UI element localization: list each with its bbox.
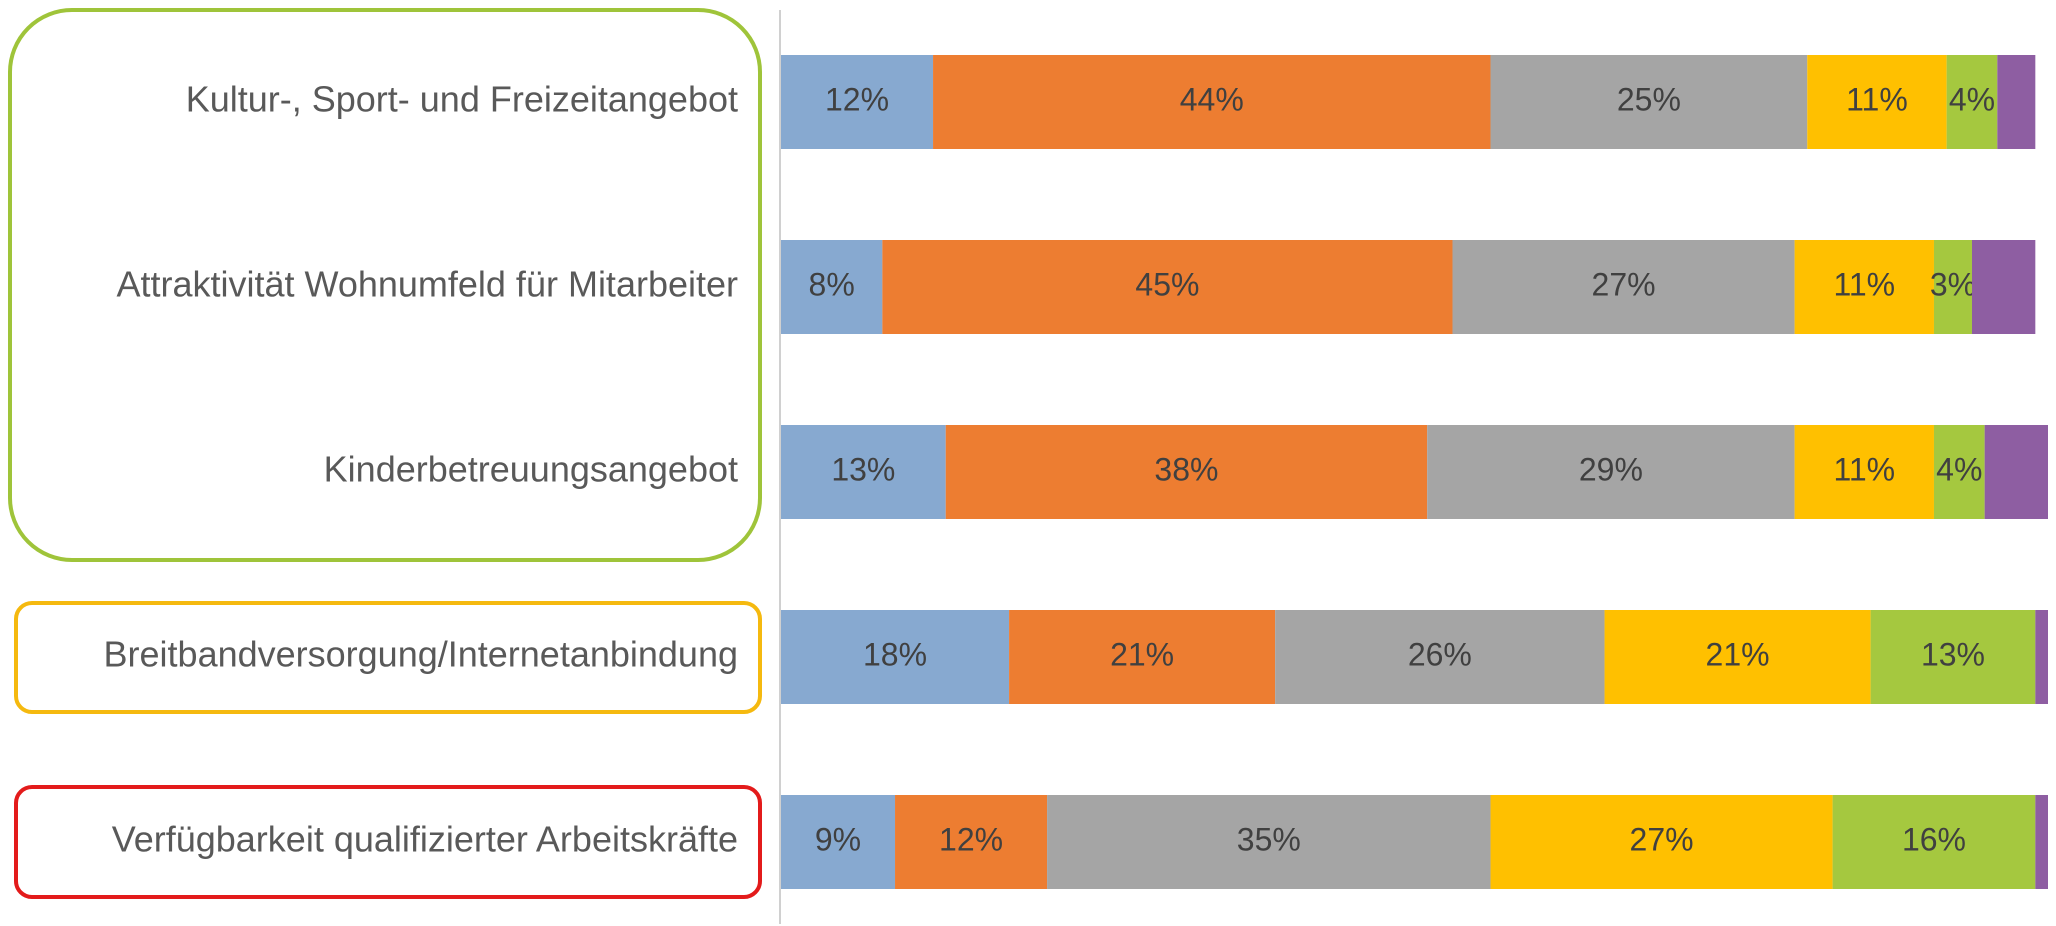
value-label: 3% xyxy=(1930,266,1976,302)
value-label: 35% xyxy=(1237,821,1301,857)
bar-segment xyxy=(1452,240,1795,334)
value-label: 13% xyxy=(1921,636,1985,672)
bar-segment xyxy=(1794,425,1934,519)
bar-segment xyxy=(1832,795,2036,889)
value-label: 44% xyxy=(1180,81,1244,117)
value-label: 21% xyxy=(1706,636,1770,672)
bar-segment xyxy=(1047,795,1491,889)
bar-segment xyxy=(1427,425,1795,519)
bar-segment xyxy=(1946,55,1998,149)
value-label: 18% xyxy=(863,636,927,672)
bar-segment xyxy=(1275,610,1605,704)
bar-segment xyxy=(1794,240,1934,334)
bar-segment xyxy=(1604,610,1871,704)
value-label: 11% xyxy=(1846,81,1908,117)
bar-segment xyxy=(1490,55,1808,149)
value-label: 25% xyxy=(1617,81,1681,117)
value-label: 11% xyxy=(1833,451,1895,487)
bar-segment xyxy=(933,55,1491,149)
group-box-yellow xyxy=(14,601,762,714)
bar-segment xyxy=(1490,795,1833,889)
value-label: 27% xyxy=(1630,821,1694,857)
bar-segment xyxy=(781,240,883,334)
value-label: 38% xyxy=(1154,451,1218,487)
bar-segment xyxy=(1870,610,2036,704)
category-label: Attraktivität Wohnumfeld für Mitarbeiter xyxy=(116,264,738,305)
value-label: 9% xyxy=(815,821,861,857)
value-label: 16% xyxy=(1902,821,1966,857)
value-label: 29% xyxy=(1579,451,1643,487)
bar-segment xyxy=(781,610,1010,704)
bar-segment xyxy=(1933,240,1972,334)
value-label: 12% xyxy=(825,81,889,117)
value-label: 26% xyxy=(1408,636,1472,672)
bar-segment xyxy=(1984,425,2048,519)
category-label: Kultur-, Sport- und Freizeitangebot xyxy=(186,79,738,120)
value-label: 45% xyxy=(1135,266,1199,302)
bar-segment xyxy=(1009,610,1276,704)
bar-segment xyxy=(781,55,934,149)
value-label: 27% xyxy=(1592,266,1656,302)
value-label: 12% xyxy=(939,821,1003,857)
bar-segment xyxy=(882,240,1453,334)
bar-segment xyxy=(781,425,946,519)
category-label: Breitbandversorgung/Internetanbindung xyxy=(104,634,738,675)
bar-segment xyxy=(781,795,896,889)
bar-segment xyxy=(1933,425,1985,519)
value-label: 13% xyxy=(831,451,895,487)
bar-segment xyxy=(1807,55,1947,149)
bar-segment xyxy=(2035,795,2048,889)
group-box-red xyxy=(14,785,762,899)
value-label: 4% xyxy=(1949,81,1995,117)
category-label: Verfügbarkeit qualifizierter Arbeitskräf… xyxy=(112,819,738,860)
value-label: 4% xyxy=(1936,451,1982,487)
group-box-green xyxy=(8,8,762,562)
bar-segment xyxy=(2035,610,2048,704)
value-label: 11% xyxy=(1833,266,1895,302)
bar-segment xyxy=(945,425,1428,519)
category-label: Kinderbetreuungsangebot xyxy=(324,449,738,490)
value-label: 21% xyxy=(1110,636,1174,672)
bar-segment xyxy=(1971,240,2036,334)
value-label: 8% xyxy=(809,266,855,302)
bar-segment xyxy=(895,795,1048,889)
bar-segment xyxy=(1997,55,2036,149)
